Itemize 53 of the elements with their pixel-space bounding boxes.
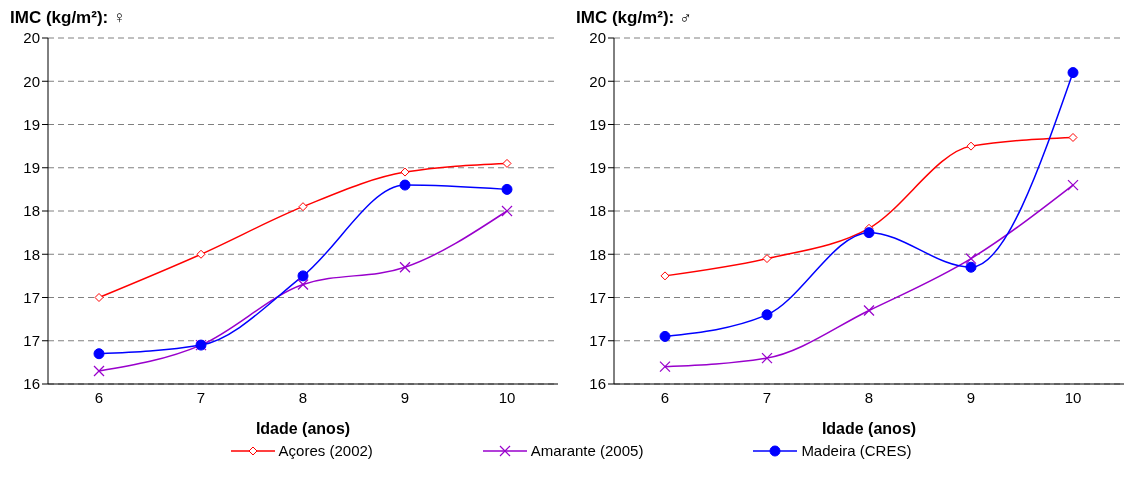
y-tick-label: 19 — [589, 115, 606, 133]
y-tick-label: 18 — [23, 202, 40, 220]
point — [659, 330, 671, 342]
point — [660, 271, 670, 281]
point — [297, 270, 309, 282]
y-tick-label: 17 — [23, 332, 40, 350]
y-tick-label: 17 — [23, 288, 40, 306]
point — [501, 183, 513, 195]
point — [761, 309, 773, 321]
x-tick-label: 8 — [298, 388, 308, 406]
point — [966, 141, 976, 151]
y-tick-label: 18 — [589, 245, 606, 263]
y-tick-label: 19 — [23, 115, 40, 133]
point — [93, 348, 105, 360]
y-tick-label: 18 — [23, 245, 40, 263]
point — [399, 179, 411, 191]
y-tick-label: 17 — [589, 332, 606, 350]
y-tick-label: 17 — [589, 288, 606, 306]
point — [1068, 132, 1078, 142]
x-tick-label: 7 — [196, 388, 206, 406]
y-tick-label: 18 — [589, 202, 606, 220]
x-tick-label: 10 — [1064, 388, 1082, 406]
point — [502, 158, 512, 168]
point — [863, 227, 875, 239]
y-tick-label: 20 — [23, 29, 40, 47]
point — [762, 254, 772, 264]
x-axis-title: Idade (anos) — [821, 420, 917, 437]
point — [965, 261, 977, 273]
point — [400, 167, 410, 177]
chart-title: IMC (kg/m²): ♂ — [576, 8, 693, 29]
x-tick-label: 9 — [400, 388, 410, 406]
point — [298, 202, 308, 212]
legend-label: Amarante (2005) — [530, 442, 644, 459]
y-tick-label: 16 — [23, 375, 40, 393]
y-tick-label: 20 — [589, 29, 606, 47]
legend-label: Madeira (CRES) — [801, 442, 912, 459]
x-tick-label: 6 — [660, 388, 670, 406]
point — [196, 249, 206, 259]
x-tick-label: 9 — [966, 388, 976, 406]
x-axis-title: Idade (anos) — [255, 420, 351, 437]
y-tick-label: 20 — [23, 72, 40, 90]
y-tick-label: 19 — [23, 159, 40, 177]
legend-label: Açores (2002) — [278, 442, 373, 459]
x-tick-label: 10 — [498, 388, 516, 406]
y-tick-label: 19 — [589, 159, 606, 177]
x-tick-label: 8 — [864, 388, 874, 406]
y-tick-label: 16 — [589, 375, 606, 393]
y-tick-label: 20 — [589, 72, 606, 90]
point — [94, 293, 104, 302]
chart-title: IMC (kg/m²): ♀ — [10, 8, 127, 29]
x-tick-label: 7 — [762, 388, 772, 406]
point — [1067, 67, 1079, 79]
x-tick-label: 6 — [94, 388, 104, 406]
